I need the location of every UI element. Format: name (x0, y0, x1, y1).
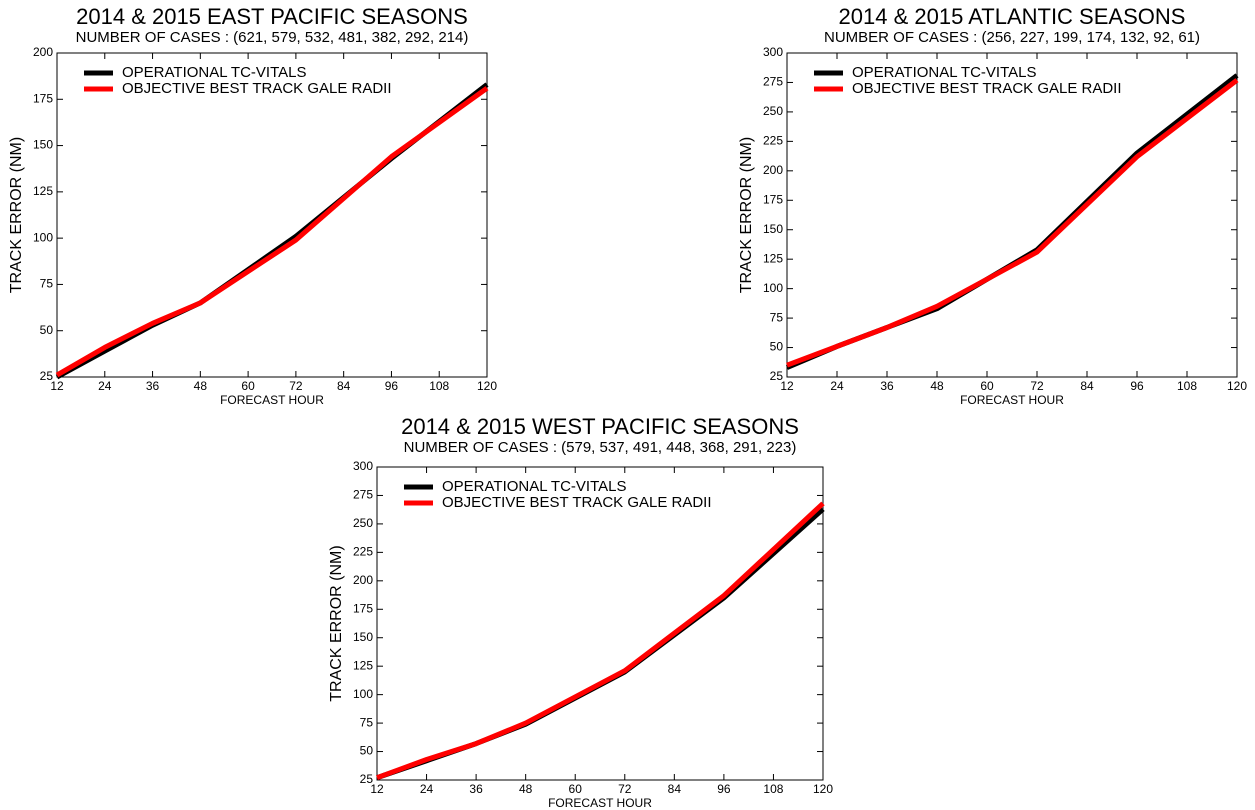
y-tick-label: 50 (770, 340, 784, 354)
y-tick-label: 275 (353, 488, 373, 502)
y-tick-label: 25 (40, 369, 54, 383)
legend-label: OPERATIONAL TC-VITALS (442, 478, 626, 495)
chart-subtitle: NUMBER OF CASES : (579, 537, 491, 448, 3… (404, 439, 797, 456)
x-tick-label: 96 (717, 782, 731, 796)
y-tick-label: 200 (763, 163, 783, 177)
y-tick-label: 300 (763, 45, 783, 59)
y-tick-label: 75 (40, 277, 54, 291)
y-tick-label: 100 (33, 230, 53, 244)
series-line (55, 86, 489, 378)
y-tick-label: 150 (33, 138, 53, 152)
legend-label: OBJECTIVE BEST TRACK GALE RADII (442, 494, 712, 511)
x-tick-label: 120 (477, 379, 497, 393)
y-axis-label: TRACK ERROR (NM) (8, 137, 25, 293)
y-tick-label: 50 (360, 744, 374, 758)
chart-subtitle: NUMBER OF CASES : (256, 227, 199, 174, 1… (824, 29, 1200, 46)
y-axis-label: TRACK ERROR (NM) (738, 137, 755, 293)
x-tick-label: 12 (50, 379, 64, 393)
x-tick-label: 72 (1030, 379, 1044, 393)
y-tick-label: 25 (770, 369, 784, 383)
y-tick-label: 225 (763, 134, 783, 148)
x-tick-label: 12 (780, 379, 794, 393)
legend-label: OBJECTIVE BEST TRACK GALE RADII (122, 80, 392, 97)
y-tick-label: 250 (763, 104, 783, 118)
x-tick-label: 60 (980, 379, 994, 393)
x-tick-label: 72 (618, 782, 632, 796)
y-tick-label: 150 (763, 222, 783, 236)
y-tick-label: 250 (353, 516, 373, 530)
y-tick-label: 225 (353, 545, 373, 559)
chart-title: 2014 & 2015 ATLANTIC SEASONS (839, 4, 1186, 29)
x-tick-label: 84 (337, 379, 351, 393)
y-tick-label: 200 (33, 45, 53, 59)
x-tick-label: 84 (668, 782, 682, 796)
y-tick-label: 175 (353, 601, 373, 615)
y-tick-label: 75 (360, 715, 374, 729)
series-line (376, 507, 825, 781)
x-tick-label: 108 (429, 379, 449, 393)
legend-label: OPERATIONAL TC-VITALS (852, 64, 1036, 81)
x-tick-label: 108 (1177, 379, 1197, 393)
plot-frame (376, 466, 824, 781)
x-tick-label: 24 (420, 782, 434, 796)
y-tick-label: 125 (353, 658, 373, 672)
y-tick-label: 175 (763, 192, 783, 206)
x-tick-label: 48 (519, 782, 533, 796)
x-tick-label: 84 (1080, 379, 1094, 393)
x-tick-label: 36 (146, 379, 160, 393)
x-tick-label: 48 (194, 379, 208, 393)
y-tick-label: 75 (770, 310, 784, 324)
series-line (786, 73, 1239, 370)
y-tick-label: 125 (763, 251, 783, 265)
series-line (786, 78, 1239, 368)
x-tick-label: 60 (569, 782, 583, 796)
y-tick-label: 200 (353, 573, 373, 587)
y-tick-label: 275 (763, 75, 783, 89)
plot-frame (56, 52, 488, 378)
x-tick-label: 12 (370, 782, 384, 796)
y-tick-label: 150 (353, 630, 373, 644)
x-tick-label: 60 (241, 379, 255, 393)
y-tick-label: 125 (33, 184, 53, 198)
x-axis-label: FORECAST HOUR (960, 393, 1064, 407)
chart-subtitle: NUMBER OF CASES : (621, 579, 532, 481, 3… (76, 29, 469, 46)
y-tick-label: 300 (353, 459, 373, 473)
y-tick-label: 25 (360, 772, 374, 786)
y-tick-label: 175 (33, 91, 53, 105)
y-tick-label: 100 (353, 687, 373, 701)
x-tick-label: 96 (385, 379, 399, 393)
y-tick-label: 100 (763, 281, 783, 295)
series-line (55, 82, 489, 380)
y-axis-label: TRACK ERROR (NM) (328, 545, 345, 701)
chart-title: 2014 & 2015 EAST PACIFIC SEASONS (76, 4, 468, 29)
x-tick-label: 36 (469, 782, 483, 796)
x-tick-label: 24 (98, 379, 112, 393)
x-tick-label: 96 (1130, 379, 1144, 393)
plot-frame (786, 52, 1238, 378)
x-tick-label: 120 (813, 782, 833, 796)
x-tick-label: 108 (763, 782, 783, 796)
y-tick-label: 50 (40, 323, 54, 337)
series-line (376, 501, 825, 781)
x-tick-label: 24 (830, 379, 844, 393)
legend-label: OPERATIONAL TC-VITALS (122, 64, 306, 81)
x-tick-label: 120 (1227, 379, 1247, 393)
chart-title: 2014 & 2015 WEST PACIFIC SEASONS (401, 414, 799, 439)
x-tick-label: 48 (930, 379, 944, 393)
x-tick-label: 36 (880, 379, 894, 393)
x-axis-label: FORECAST HOUR (220, 393, 324, 407)
legend-label: OBJECTIVE BEST TRACK GALE RADII (852, 80, 1122, 97)
x-axis-label: FORECAST HOUR (548, 796, 652, 810)
x-tick-label: 72 (289, 379, 303, 393)
